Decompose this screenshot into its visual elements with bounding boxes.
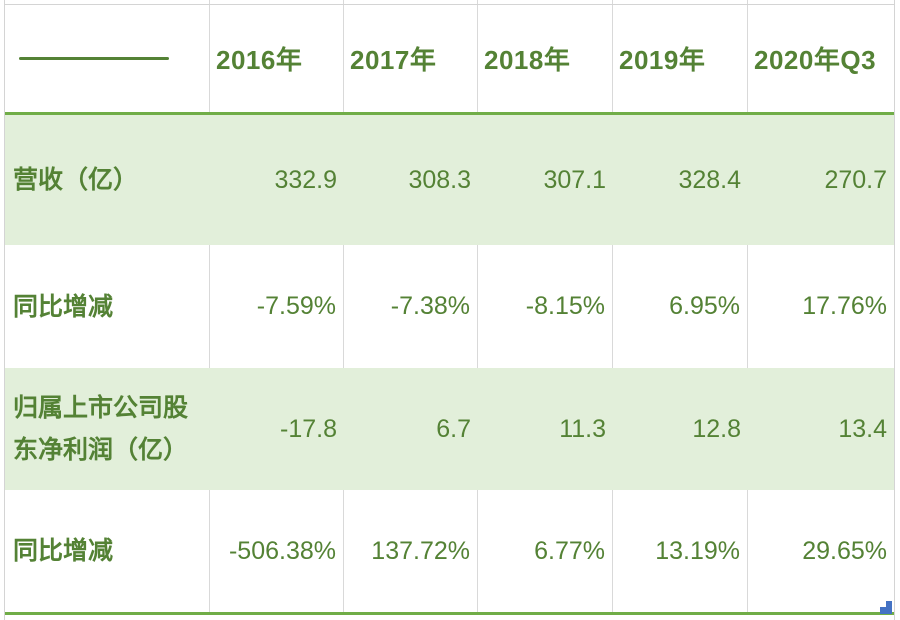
table-cell: 308.3 — [408, 165, 471, 194]
table-cell: 332.9 — [274, 165, 337, 194]
table-cell: 13.4 — [838, 414, 887, 443]
table-cell: -7.59% — [210, 245, 344, 368]
table-bottom-rule — [5, 612, 894, 615]
column-header-2016: 2016年 — [210, 5, 344, 112]
table-cell: 328.4 — [678, 165, 741, 194]
table-cell: -7.38% — [344, 245, 478, 368]
column-header-2020q3: 2020年Q3 — [754, 45, 877, 75]
fill-handle-step-short — [880, 607, 886, 614]
header-separator-rule — [5, 112, 894, 115]
row-label: 同比增减 — [5, 245, 210, 368]
table-row-revenue-yoy: 同比增减 -7.59% -7.38% -8.15% 6.95% 17.76% — [5, 245, 894, 368]
table-cell: 307.1 — [543, 165, 606, 194]
column-header-2018: 2018年 — [478, 5, 613, 112]
table-cell: -8.15% — [478, 245, 613, 368]
table-cell: 137.72% — [344, 490, 478, 612]
table-cell: -17.8 — [280, 414, 337, 443]
fill-handle-steps-icon[interactable] — [879, 601, 893, 614]
corner-cell — [5, 5, 210, 112]
data-table: 2016年 2017年 2018年 2019年 2020年Q3 营收（亿） 33… — [4, 0, 895, 620]
table-row-revenue: 营收（亿） 332.9 308.3 307.1 328.4 270.7 — [5, 115, 894, 245]
table-cell: 11.3 — [559, 414, 606, 443]
table-row-net-profit-yoy: 同比增减 -506.38% 137.72% 6.77% 13.19% 29.65… — [5, 490, 894, 612]
table-cell: -506.38% — [210, 490, 344, 612]
table-cell: 270.7 — [824, 165, 887, 194]
table-cell: 6.95% — [613, 245, 748, 368]
row-label: 归属上市公司股东净利润（亿） — [13, 394, 189, 464]
table-cell: 17.76% — [802, 292, 887, 320]
table-cell: 6.7 — [436, 414, 471, 443]
table-cell: 12.8 — [692, 414, 741, 443]
table-cell: 6.77% — [478, 490, 613, 612]
table-cell: 13.19% — [613, 490, 748, 612]
row-label: 营收（亿） — [13, 166, 139, 194]
fill-handle-step-tall — [886, 601, 892, 614]
column-header-2019: 2019年 — [613, 5, 748, 112]
row-label: 同比增减 — [5, 490, 210, 612]
green-dash-line — [19, 57, 169, 60]
table-cell: 29.65% — [802, 536, 887, 565]
table-header-row: 2016年 2017年 2018年 2019年 2020年Q3 — [5, 5, 894, 112]
column-header-2017: 2017年 — [344, 5, 478, 112]
table-row-net-profit: 归属上市公司股东净利润（亿） -17.8 6.7 11.3 12.8 13.4 — [5, 368, 894, 490]
cropped-top-row — [5, 0, 894, 4]
table-top-border — [5, 4, 894, 5]
